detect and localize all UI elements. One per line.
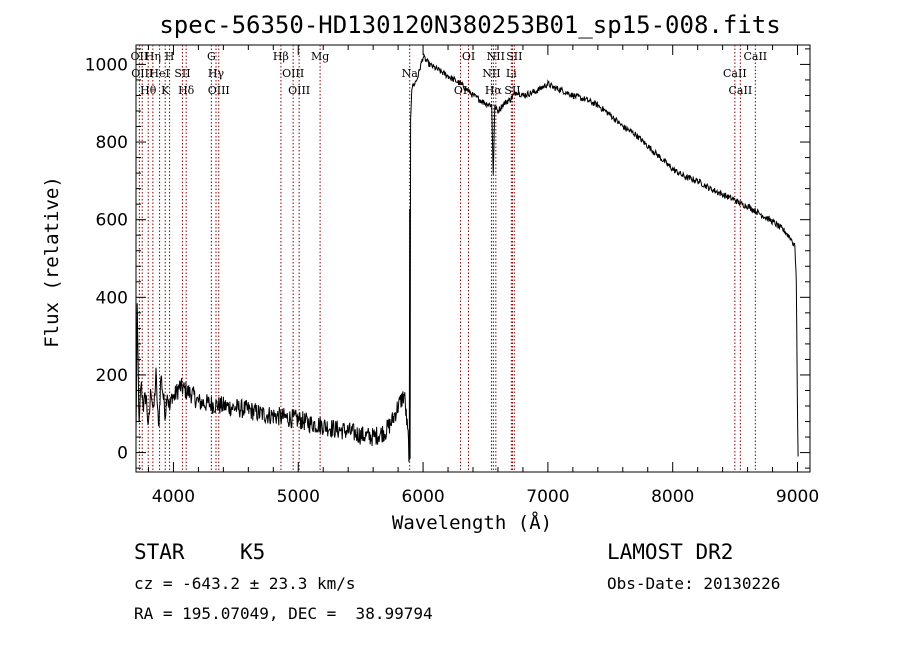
line-label: Mg: [311, 50, 329, 63]
coordinates: RA = 195.07049, DEC = 38.99794: [134, 604, 433, 623]
y-tick-label: 200: [96, 366, 128, 386]
line-label: OI: [462, 50, 475, 63]
x-tick-label: 9000: [776, 487, 819, 507]
survey-name: LAMOST DR2: [607, 540, 734, 564]
line-label: CaII: [729, 84, 753, 97]
line-label: Hγ: [208, 67, 225, 80]
line-label: CaII: [743, 50, 767, 63]
x-tick-label: 4000: [152, 487, 195, 507]
plot-frame: [135, 44, 811, 473]
line-label: OIII: [208, 84, 230, 97]
line-label: NII: [482, 67, 500, 80]
y-tick-label: 0: [117, 444, 128, 464]
spectral-line-labels: OII OIII Hθ Hη HeI K H SII Hδ G Hγ OIII Hβ OIII OIII Mg…: [131, 50, 768, 97]
x-tick-label: 5000: [277, 487, 320, 507]
line-label: Na: [402, 67, 419, 80]
line-label: OIII: [131, 67, 153, 80]
y-axis: 0 200 400 600 800 1000: [85, 48, 810, 469]
line-label: OII: [131, 50, 149, 63]
x-axis-label: Wavelength (Å): [392, 511, 552, 534]
spectrum-line: [135, 52, 799, 462]
object-subclass: K5: [240, 540, 266, 564]
y-tick-label: 400: [96, 288, 128, 308]
y-tick-label: 1000: [85, 55, 128, 75]
line-label: Hδ: [178, 84, 195, 97]
line-label: SII: [174, 67, 190, 80]
line-label: SII: [506, 50, 522, 63]
x-axis: 4000 5000 6000 7000 8000 9000: [147, 45, 819, 507]
x-tick-label: 6000: [401, 487, 444, 507]
object-class: STAR: [134, 540, 185, 564]
y-tick-label: 600: [96, 211, 128, 231]
redshift-velocity: cz = -643.2 ± 23.3 km/s: [134, 574, 356, 593]
y-axis-label: Flux (relative): [41, 176, 63, 348]
line-label: NII: [487, 50, 505, 63]
chart-title: spec-56350-HD130120N380253B01_sp15-008.f…: [159, 11, 780, 39]
line-label: G: [207, 50, 216, 63]
line-label: Hβ: [273, 50, 289, 63]
line-label: OIII: [288, 84, 310, 97]
observation-date: Obs-Date: 20130226: [607, 574, 781, 593]
line-label: CaII: [723, 67, 747, 80]
spectral-line-markers: [138, 45, 756, 472]
line-label: HeI: [149, 67, 169, 80]
y-tick-label: 800: [96, 133, 128, 153]
x-tick-label: 8000: [651, 487, 694, 507]
line-label: Hη: [145, 50, 161, 63]
line-label: Hα: [485, 84, 503, 97]
line-label: OIII: [282, 67, 304, 80]
line-label: K: [161, 84, 170, 97]
line-label: Li: [506, 67, 517, 80]
x-tick-label: 7000: [526, 487, 569, 507]
line-label: H: [165, 50, 175, 63]
line-label: Hθ: [140, 84, 157, 97]
